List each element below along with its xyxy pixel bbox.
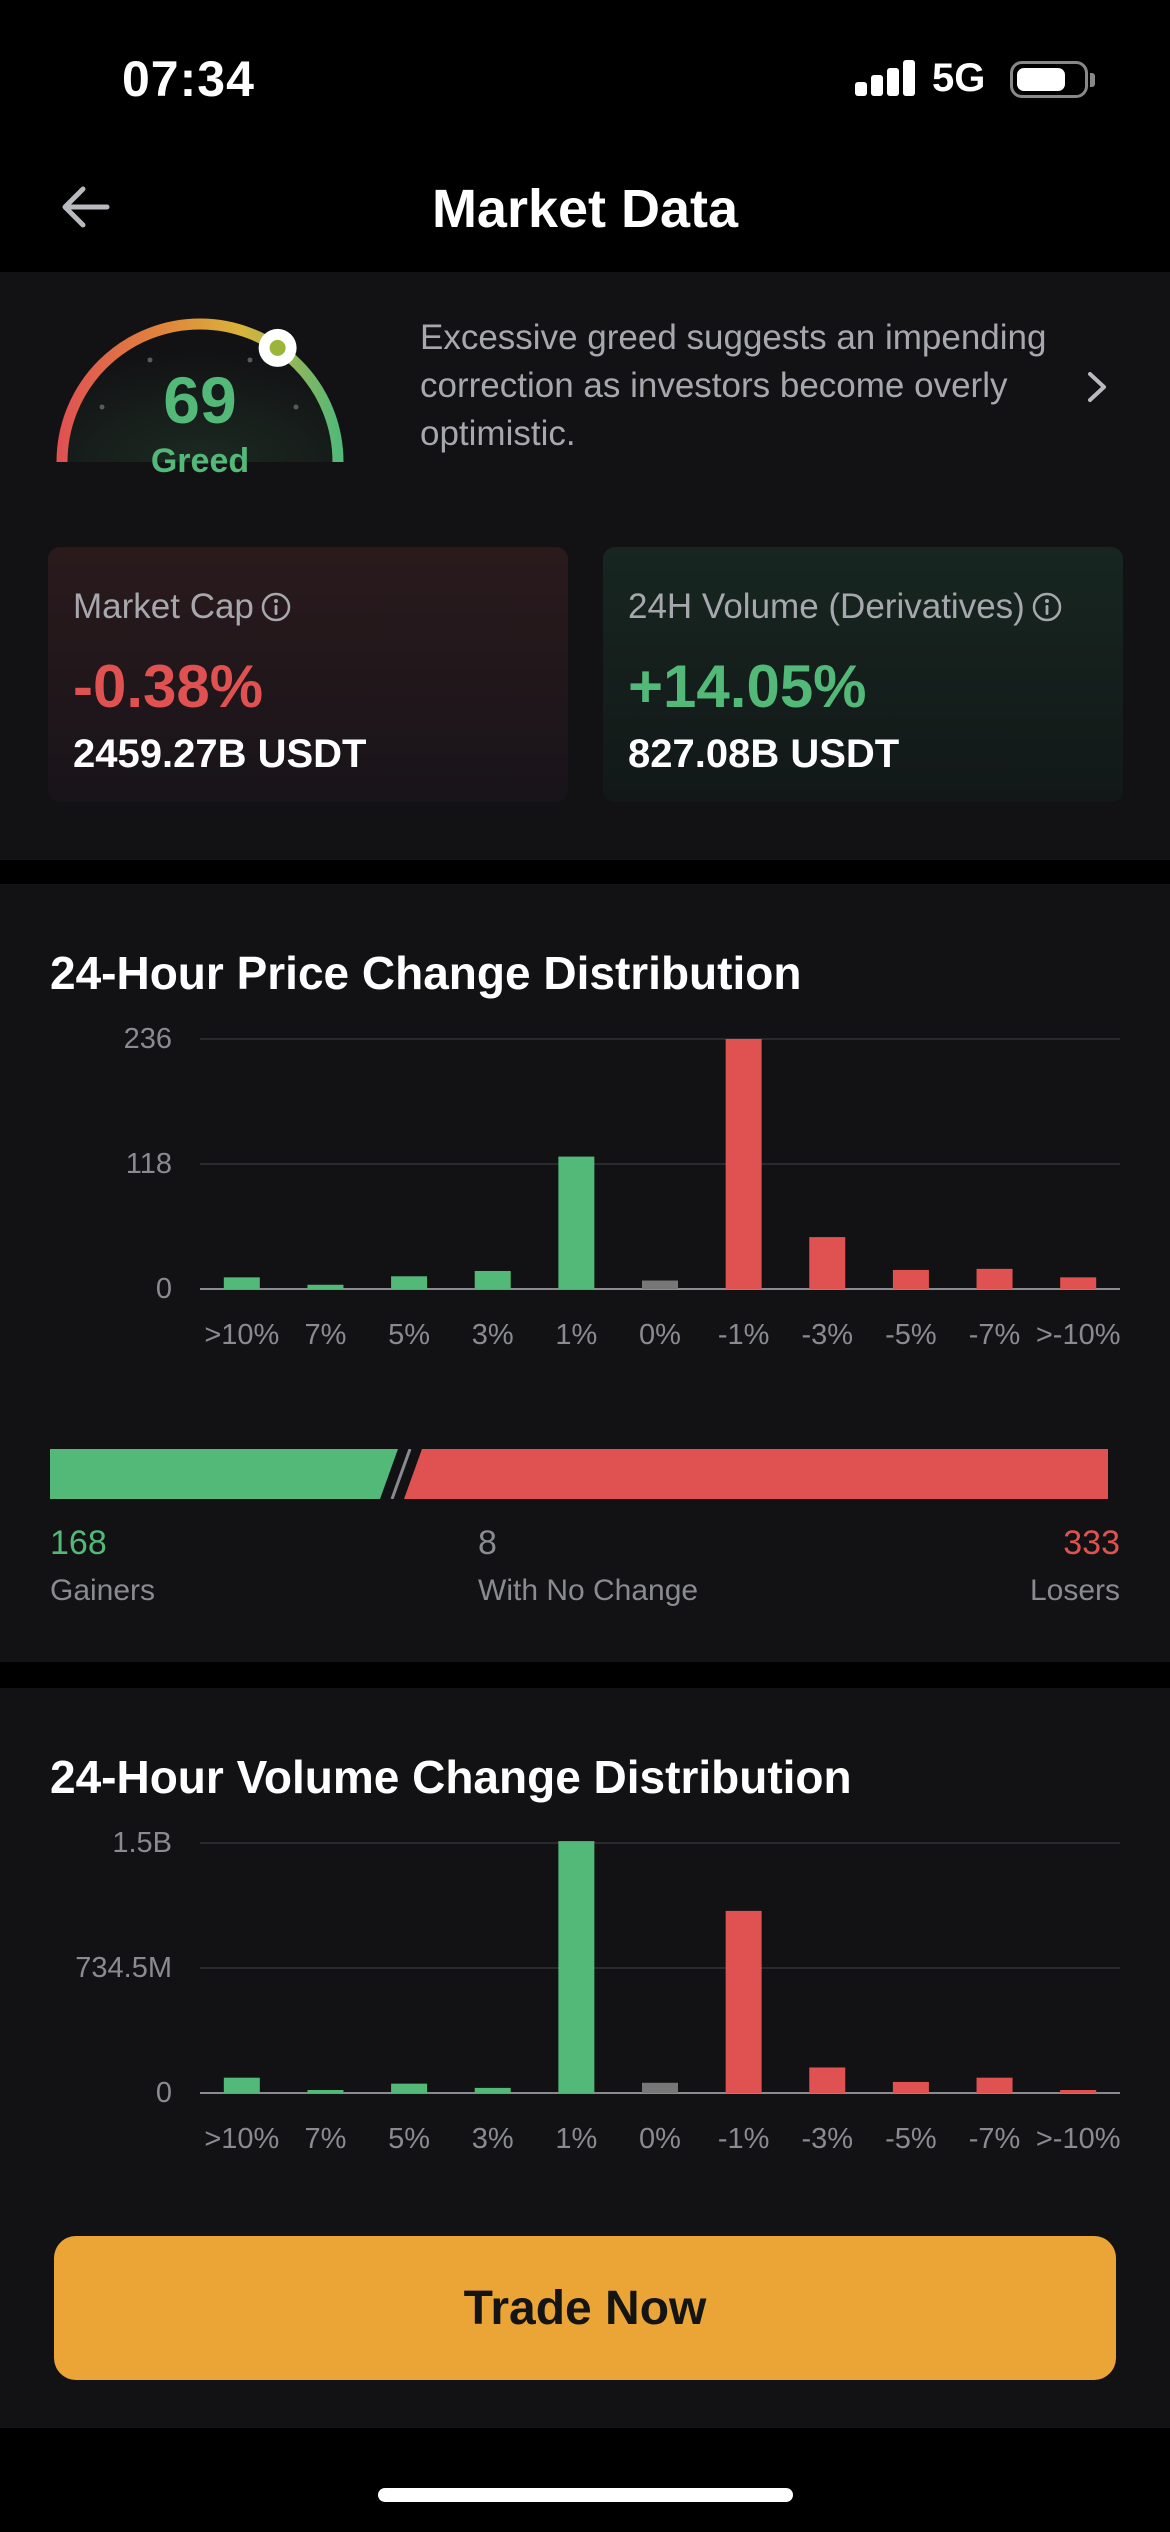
info-icon[interactable]	[1031, 591, 1063, 623]
gauge-label: Greed	[150, 442, 250, 480]
x-tick-label: -1%	[718, 1319, 770, 1351]
status-bar: 07:34 5G	[0, 0, 1170, 150]
market-cap-label-text: Market Cap	[73, 587, 254, 626]
chart-bar[interactable]	[307, 1284, 344, 1289]
chart-bar[interactable]	[1060, 2090, 1097, 2093]
chart-bar[interactable]	[558, 1156, 595, 1289]
gauge-value: 69	[163, 363, 237, 437]
x-tick-label: 5%	[388, 2123, 430, 2155]
x-tick-label: 1%	[555, 1319, 597, 1351]
sentiment-description[interactable]: Excessive greed suggests an impending co…	[420, 318, 1047, 453]
nav-bar: Market Data	[0, 150, 1170, 270]
x-tick-label: -3%	[801, 2123, 853, 2155]
chart-bar[interactable]	[725, 1039, 762, 1289]
x-tick-label: -1%	[718, 2123, 770, 2155]
chart-bar[interactable]	[642, 1280, 678, 1289]
x-tick-label: -3%	[801, 1319, 853, 1351]
gainers-losers-bar	[50, 1449, 1108, 1499]
volume-change: +14.05%	[628, 653, 867, 720]
market-cap-amount: 2459.27B USDT	[73, 732, 367, 776]
battery-cap	[1090, 73, 1095, 87]
arrow-left-icon	[62, 186, 110, 228]
x-tick-label: >10%	[204, 2123, 279, 2155]
x-tick-label: 1%	[555, 2123, 597, 2155]
chart-bar[interactable]	[391, 2083, 428, 2093]
gauge-arc	[56, 318, 344, 468]
chart-bar[interactable]	[307, 2090, 344, 2093]
x-tick-label: 3%	[472, 1319, 514, 1351]
chart-bar[interactable]	[725, 1910, 762, 2093]
x-tick-label: 0%	[639, 1319, 681, 1351]
signal-icon	[855, 60, 915, 96]
volume-distribution-chart: 0 734.5M 1.5B >10% 7% 5% 3% 1% 0% -1% -3% -5% -7% >-1…	[75, 1827, 1121, 2155]
page-title: Market Data	[431, 179, 739, 239]
x-tick-label: -7%	[969, 2123, 1021, 2155]
status-time: 07:34	[122, 51, 255, 107]
network-label: 5G	[932, 56, 986, 100]
x-tick-label: -5%	[885, 2123, 937, 2155]
chart-bar[interactable]	[223, 2077, 260, 2093]
chart-bar[interactable]	[976, 1268, 1013, 1289]
fear-greed-gauge[interactable]: 69 Greed	[50, 292, 350, 480]
x-tick-label: >-10%	[1036, 2123, 1121, 2155]
x-tick-label: 7%	[304, 1319, 346, 1351]
y-tick-label: 236	[124, 1023, 172, 1055]
chart-bar[interactable]	[223, 1277, 260, 1289]
chart-bar[interactable]	[642, 2082, 678, 2093]
volume-label-text: 24H Volume (Derivatives)	[628, 587, 1025, 626]
y-tick-label: 118	[126, 1148, 172, 1180]
chart-bar[interactable]	[809, 1237, 846, 1289]
info-icon[interactable]	[260, 591, 292, 623]
x-tick-label: -5%	[885, 1319, 937, 1351]
volume-card[interactable]: 24H Volume (Derivatives) +14.05% 827.08B…	[603, 547, 1123, 802]
trade-now-button[interactable]: Trade Now	[54, 2236, 1116, 2380]
home-indicator	[378, 2488, 793, 2502]
x-tick-label: 3%	[472, 2123, 514, 2155]
chart-bar[interactable]	[1060, 1277, 1097, 1289]
section-title: 24-Hour Price Change Distribution	[50, 947, 802, 999]
x-tick-label: >10%	[204, 1319, 279, 1351]
back-button[interactable]	[50, 172, 120, 242]
volume-label: 24H Volume (Derivatives)	[628, 587, 1063, 627]
x-tick-label: 0%	[639, 2123, 681, 2155]
no-change-label: With No Change	[478, 1574, 699, 1607]
y-tick-label: 734.5M	[75, 1952, 172, 1984]
market-cap-label: Market Cap	[73, 587, 292, 627]
no-change-count: 8	[478, 1524, 497, 1562]
price-distribution-panel: 24-Hour Price Change Distribution 0 118 23…	[0, 884, 1170, 1662]
price-distribution-chart: 0 118 236 >10% 7% 5% 3% 1% 0% -1% -3% -5% -7% >-10%	[124, 1023, 1121, 1351]
chart-bar[interactable]	[558, 1841, 595, 2093]
x-tick-label: 5%	[388, 1319, 430, 1351]
market-cap-card[interactable]: Market Cap -0.38% 2459.27B USDT	[48, 547, 568, 802]
y-tick-label: 0	[156, 1273, 172, 1305]
battery-icon	[1010, 61, 1088, 98]
x-tick-label: >-10%	[1036, 1319, 1121, 1351]
sentiment-panel: 69 Greed Excessive greed suggests an imp…	[0, 272, 1170, 860]
chart-bar[interactable]	[474, 1270, 511, 1289]
y-tick-label: 0	[156, 2077, 172, 2109]
chart-bar[interactable]	[809, 2067, 846, 2093]
losers-label: Losers	[1029, 1574, 1120, 1607]
chart-bar[interactable]	[892, 2081, 929, 2093]
x-tick-label: 7%	[304, 2123, 346, 2155]
chart-bar[interactable]	[892, 1269, 929, 1289]
chevron-right-icon[interactable]	[1082, 362, 1112, 412]
gainers-label: Gainers	[50, 1574, 156, 1607]
chart-bar[interactable]	[474, 2087, 511, 2093]
market-cap-change: -0.38%	[73, 653, 264, 720]
volume-amount: 827.08B USDT	[628, 732, 900, 776]
gainers-count: 168	[50, 1524, 107, 1562]
losers-count: 333	[1063, 1524, 1120, 1562]
y-tick-label: 1.5B	[112, 1827, 172, 1859]
x-tick-label: -7%	[969, 1319, 1021, 1351]
chart-bar[interactable]	[976, 2077, 1013, 2093]
chart-bar[interactable]	[391, 1276, 428, 1289]
section-title: 24-Hour Volume Change Distribution	[50, 1751, 852, 1803]
